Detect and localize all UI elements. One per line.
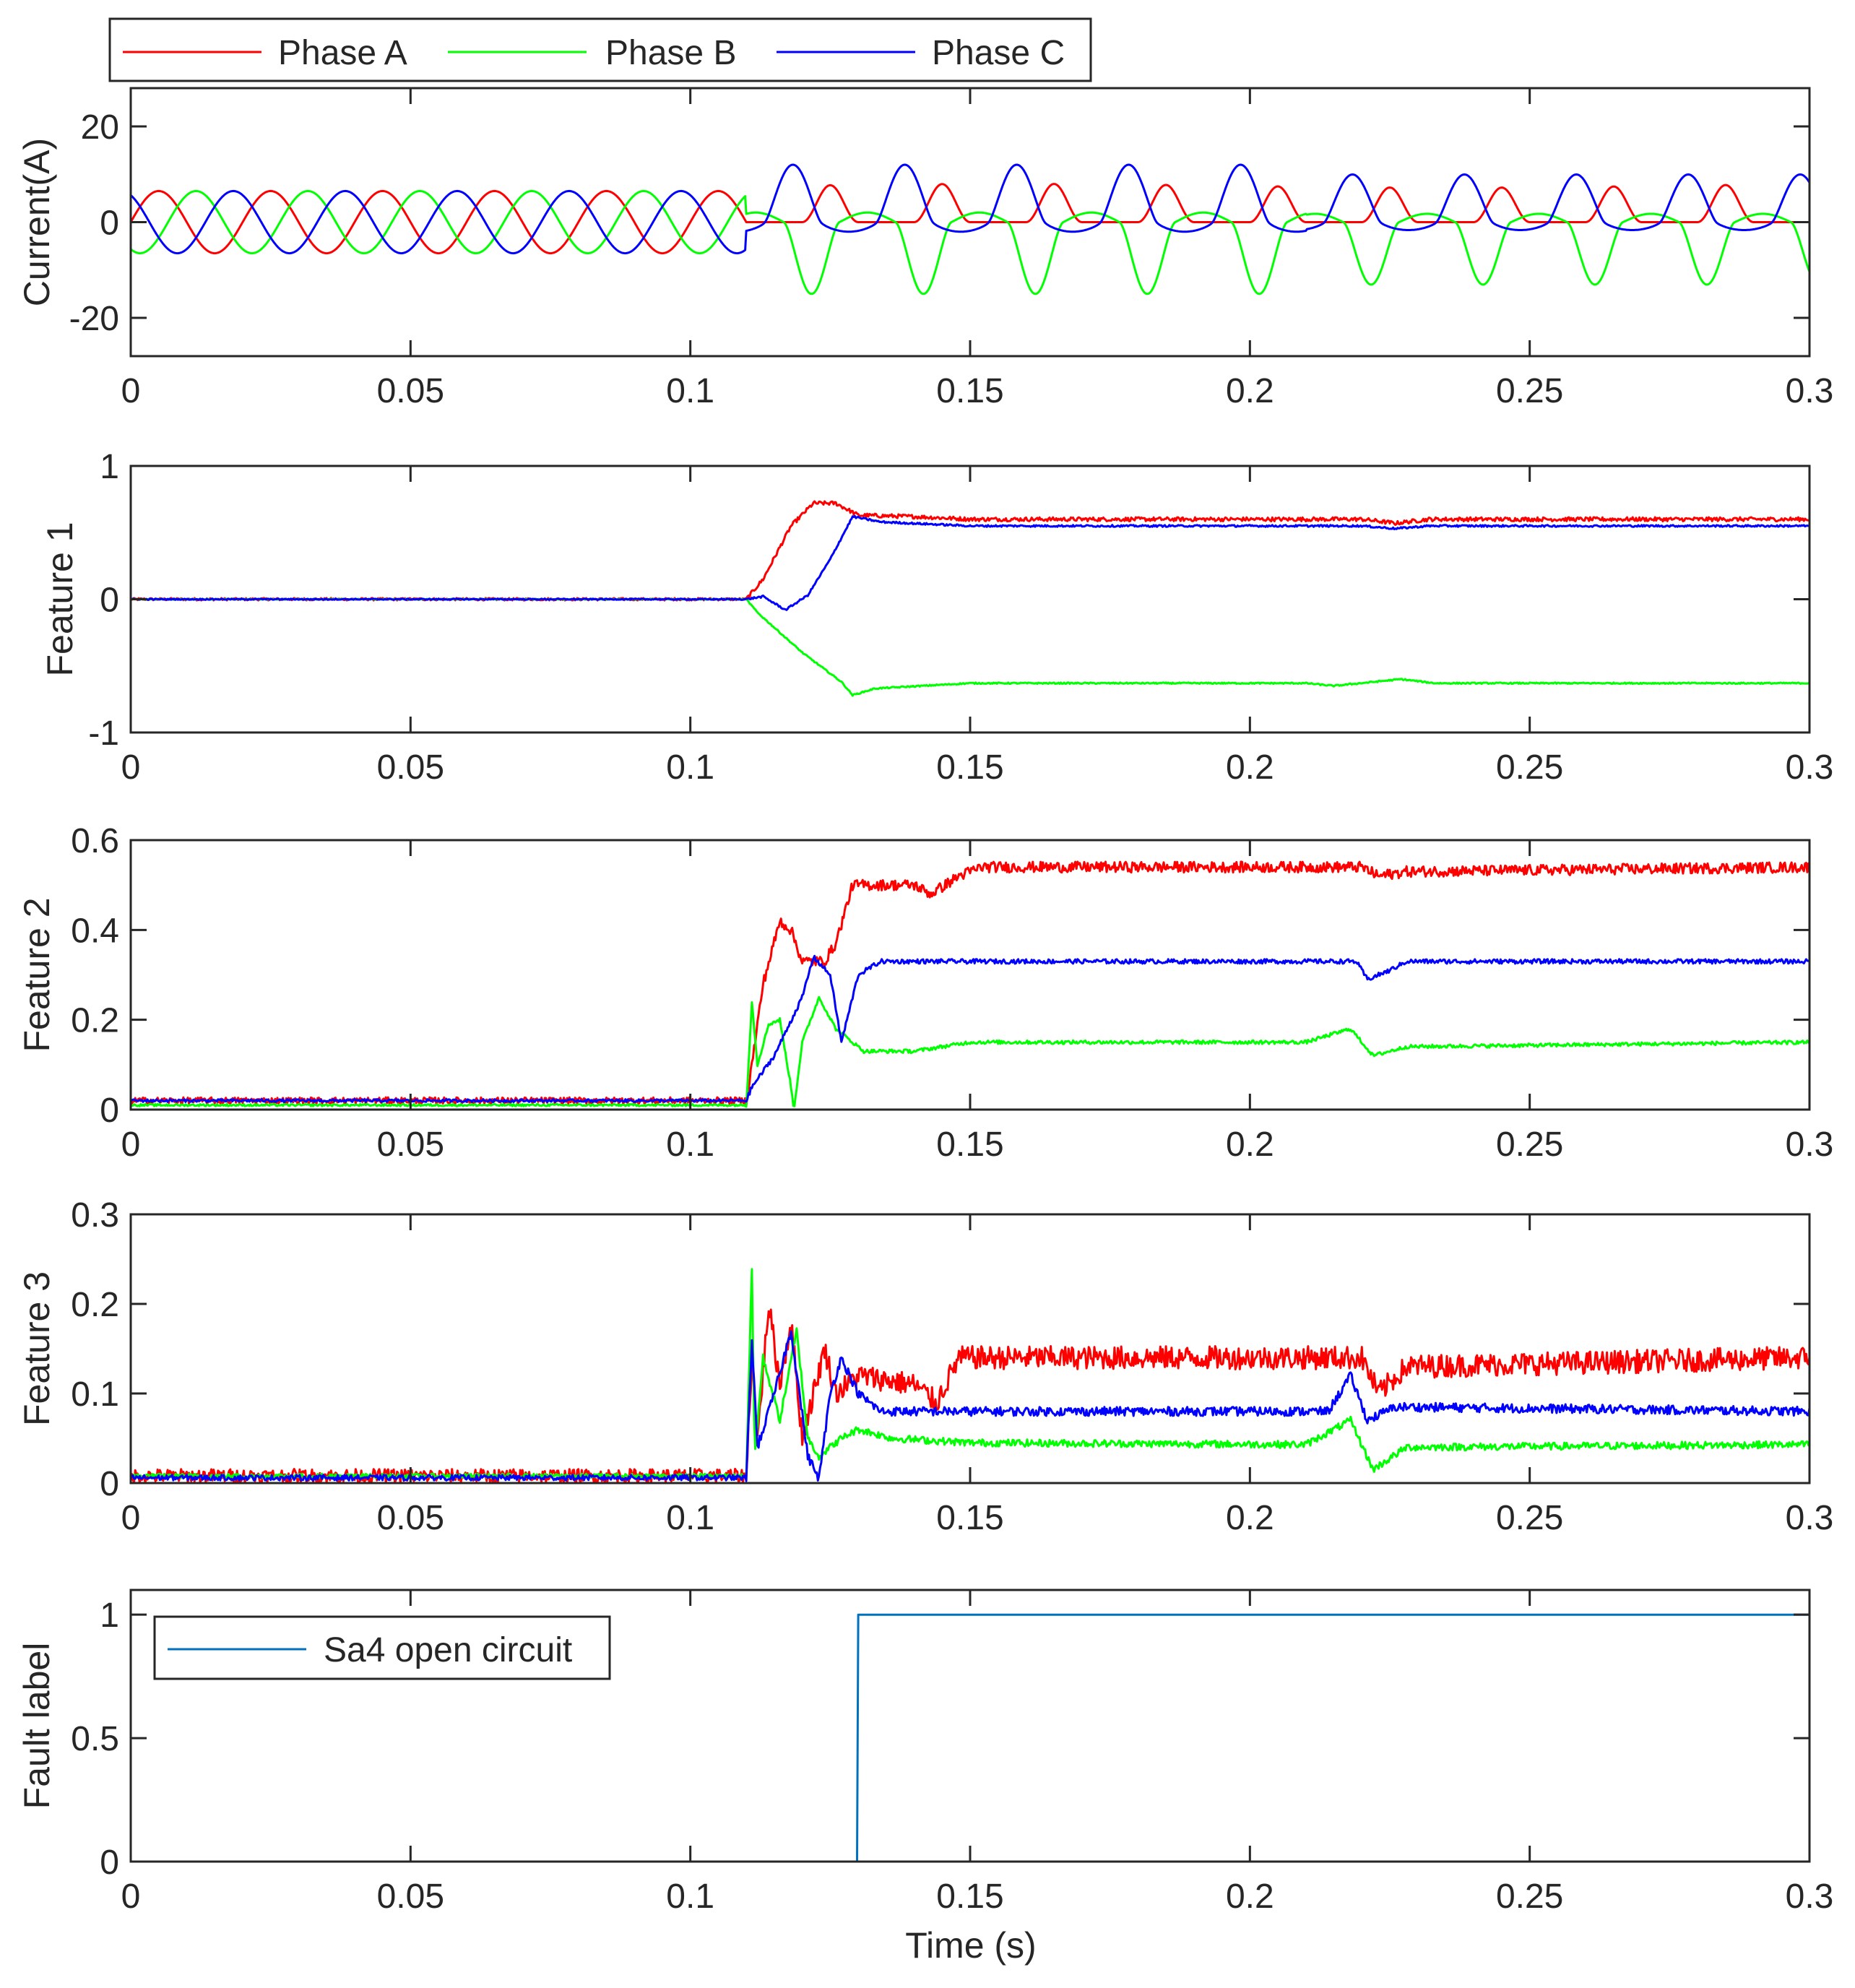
x-tick-label: 0.05 <box>377 372 444 410</box>
y-tick-label: 0 <box>100 204 119 243</box>
x-tick-label: 0.1 <box>666 372 714 410</box>
series-group <box>131 500 1809 697</box>
legend-label-phase-c: Phase C <box>932 34 1065 72</box>
x-tick-label: 0.1 <box>666 1499 714 1537</box>
y-axis-title: Feature 3 <box>17 1271 57 1426</box>
x-tick-label: 0.25 <box>1496 372 1563 410</box>
x-tick-label: 0.25 <box>1496 748 1563 787</box>
x-tick-label: 0 <box>121 748 141 787</box>
panel-feature-2: 0 0.05 0.1 0.15 0.2 0.25 0.3 0 0.2 0.4 0.6 Feature … <box>17 822 1833 1164</box>
x-tick-label: 0.1 <box>666 748 714 787</box>
x-tick-label: 0.3 <box>1786 1499 1834 1537</box>
x-tick-label: 0.15 <box>936 372 1003 410</box>
legend-label-phase-a: Phase A <box>278 34 407 72</box>
fault-legend-box <box>153 1615 611 1680</box>
y-tick-label: 20 <box>81 108 119 147</box>
x-tick-label: 0.2 <box>1226 1877 1274 1916</box>
legend-label-phase-b: Phase B <box>605 34 736 72</box>
phase-legend-box <box>108 17 1092 82</box>
x-tick-label: 0 <box>121 1499 141 1537</box>
y-tick-label: -1 <box>88 714 119 753</box>
y-tick-label: 0.5 <box>71 1720 119 1758</box>
y-tick-label: 0.6 <box>71 822 119 860</box>
y-tick-label: 1 <box>100 1596 119 1635</box>
y-tick-label: 0.1 <box>71 1375 119 1414</box>
panel-feature-3: 0 0.05 0.1 0.15 0.2 0.25 0.3 0 0.1 0.2 0.3 Feature … <box>17 1196 1833 1537</box>
x-tick-label: 0.3 <box>1786 748 1834 787</box>
series-line-sa4-open-circuit <box>131 1613 1809 1862</box>
y-tick-label: 0.3 <box>71 1196 119 1235</box>
axes-background <box>131 1214 1809 1483</box>
x-tick-label: 0.25 <box>1496 1499 1563 1537</box>
x-tick-label: 0.05 <box>377 1877 444 1916</box>
x-tick-label: 0.15 <box>936 1125 1003 1164</box>
x-tick-label: 0 <box>121 1125 141 1164</box>
x-tick-label: 0.25 <box>1496 1125 1563 1164</box>
x-tick-label: 0.25 <box>1496 1877 1563 1916</box>
y-tick-label: 0.2 <box>71 1002 119 1040</box>
x-tick-label: 0.15 <box>936 748 1003 787</box>
series-line-phase-a <box>131 183 1809 255</box>
series-line-phase-b <box>131 189 1809 295</box>
y-tick-label: 0 <box>100 1844 119 1882</box>
x-tick-label: 0.2 <box>1226 372 1274 410</box>
legend-label-sa4: Sa4 open circuit <box>324 1631 572 1669</box>
series-line-phase-c <box>131 163 1809 255</box>
x-tick-label: 0.15 <box>936 1877 1003 1916</box>
x-tick-label: 0.15 <box>936 1499 1003 1537</box>
x-tick-label: 0.05 <box>377 1125 444 1164</box>
x-axis-title: Time (s) <box>905 1925 1036 1966</box>
x-tick-label: 0.2 <box>1226 748 1274 787</box>
series-line-phase-c <box>131 515 1809 611</box>
y-tick-label: 1 <box>100 448 119 486</box>
y-tick-label: 0 <box>100 582 119 620</box>
x-tick-label: 0.1 <box>666 1877 714 1916</box>
fault-legend: Sa4 open circuit <box>153 1615 611 1680</box>
y-tick-label: -20 <box>69 300 119 338</box>
y-axis-title: Feature 2 <box>17 897 57 1052</box>
x-tick-label: 0.05 <box>377 1499 444 1537</box>
x-tick-label: 0.3 <box>1786 1877 1834 1916</box>
x-tick-label: 0.3 <box>1786 1125 1834 1164</box>
x-tick-label: 0.1 <box>666 1125 714 1164</box>
y-axis-title: Feature 1 <box>40 522 80 676</box>
x-tick-label: 0.3 <box>1786 372 1834 410</box>
series-group <box>131 163 1809 295</box>
x-tick-label: 0 <box>121 1877 141 1916</box>
x-tick-label: 0.05 <box>377 748 444 787</box>
x-tick-label: 0.2 <box>1226 1125 1274 1164</box>
y-tick-label: 0.4 <box>71 912 119 950</box>
x-tick-label: 0 <box>121 372 141 410</box>
series-group <box>131 1613 1809 1862</box>
y-axis-title: Current(A) <box>17 138 57 306</box>
y-tick-label: 0 <box>100 1465 119 1503</box>
axes-background <box>131 840 1809 1110</box>
phase-legend: Phase A Phase B Phase C <box>108 17 1092 82</box>
y-tick-label: 0 <box>100 1092 119 1130</box>
y-tick-label: 0.2 <box>71 1286 119 1324</box>
x-tick-label: 0.2 <box>1226 1499 1274 1537</box>
y-axis-title: Fault label <box>17 1643 57 1810</box>
